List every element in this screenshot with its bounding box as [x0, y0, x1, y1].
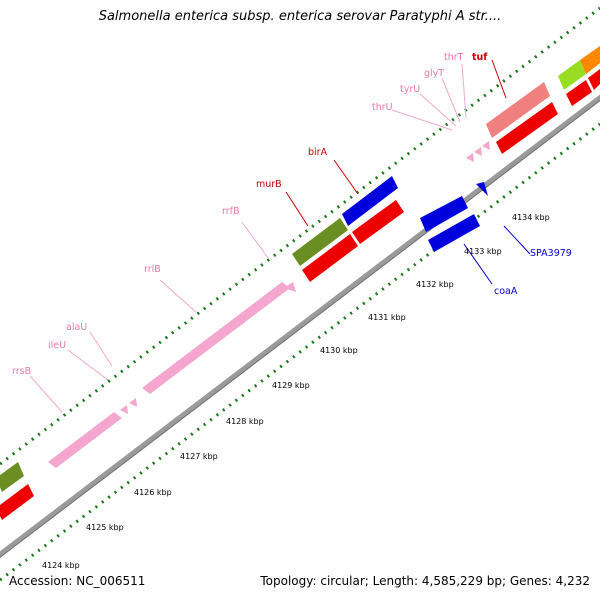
coaA-gene-a: [420, 196, 468, 232]
kbp-4132: 4132 kbp: [416, 280, 454, 289]
label-rrsB: rrsB: [12, 366, 31, 377]
rrsB-arrow: [48, 412, 122, 468]
label-thrU: thrU: [372, 102, 393, 113]
label-SPA3979: SPA3979: [530, 248, 572, 259]
cds-red-murB: [302, 234, 358, 282]
rrfB-arrow: [284, 282, 296, 292]
cds-red-tuf: [496, 102, 558, 154]
accession-label: Accession: NC_006511: [9, 574, 146, 588]
birA-gene: [342, 176, 398, 226]
kbp-4125: 4125 kbp: [86, 523, 124, 532]
label-rrfB: rrfB: [222, 206, 240, 217]
label-tyrU: tyrU: [400, 84, 420, 95]
SPA3979-gene: [476, 182, 488, 196]
murB-gene: [292, 218, 348, 266]
glyT-arrow: [482, 141, 490, 150]
genome-backbone: [0, 94, 600, 558]
ileU-arrow: [120, 405, 128, 414]
label-tuf: tuf: [472, 52, 488, 63]
upper-tick-ring: [0, 6, 600, 466]
cds-red-right: [566, 80, 592, 106]
label-thrT: thrT: [444, 52, 464, 63]
tyrU-arrow: [474, 147, 482, 156]
map-title: Salmonella enterica subsp. enterica sero…: [98, 9, 502, 24]
label-alaU: alaU: [66, 322, 87, 333]
cds-lime: [558, 60, 586, 90]
cds-red-birA: [352, 200, 404, 244]
kbp-4127: 4127 kbp: [180, 452, 218, 461]
topology-summary: Topology: circular; Length: 4,585,229 bp…: [260, 574, 590, 588]
kbp-4133: 4133 kbp: [464, 247, 502, 256]
kbp-4124: 4124 kbp: [42, 561, 80, 570]
label-glyT: glyT: [424, 68, 444, 79]
label-murB: murB: [256, 179, 282, 190]
label-rrlB: rrlB: [144, 264, 161, 275]
coaA-gene-b: [428, 214, 480, 252]
kbp-4131: 4131 kbp: [368, 313, 406, 322]
label-coaA: coaA: [494, 286, 518, 297]
kbp-4130: 4130 kbp: [320, 346, 358, 355]
cds-red-left: [0, 484, 34, 520]
lower-tick-ring: [0, 122, 600, 582]
rrlB-arrow: [142, 282, 290, 394]
kbp-4134: 4134 kbp: [512, 213, 550, 222]
alaU-arrow: [129, 398, 137, 407]
genome-backbone-shadow: [0, 99, 600, 559]
label-ileU: ileU: [48, 340, 66, 351]
cds-green-left: [0, 462, 24, 492]
leader-lines: [29, 59, 531, 413]
kbp-4129: 4129 kbp: [272, 381, 310, 390]
tuf-gene: [486, 82, 550, 138]
label-birA: birA: [308, 147, 328, 158]
thrU-arrow: [466, 153, 474, 162]
cds-orange: [580, 46, 600, 74]
kbp-4128: 4128 kbp: [226, 417, 264, 426]
cds-red-right2: [588, 69, 600, 90]
kbp-4126: 4126 kbp: [134, 488, 172, 497]
